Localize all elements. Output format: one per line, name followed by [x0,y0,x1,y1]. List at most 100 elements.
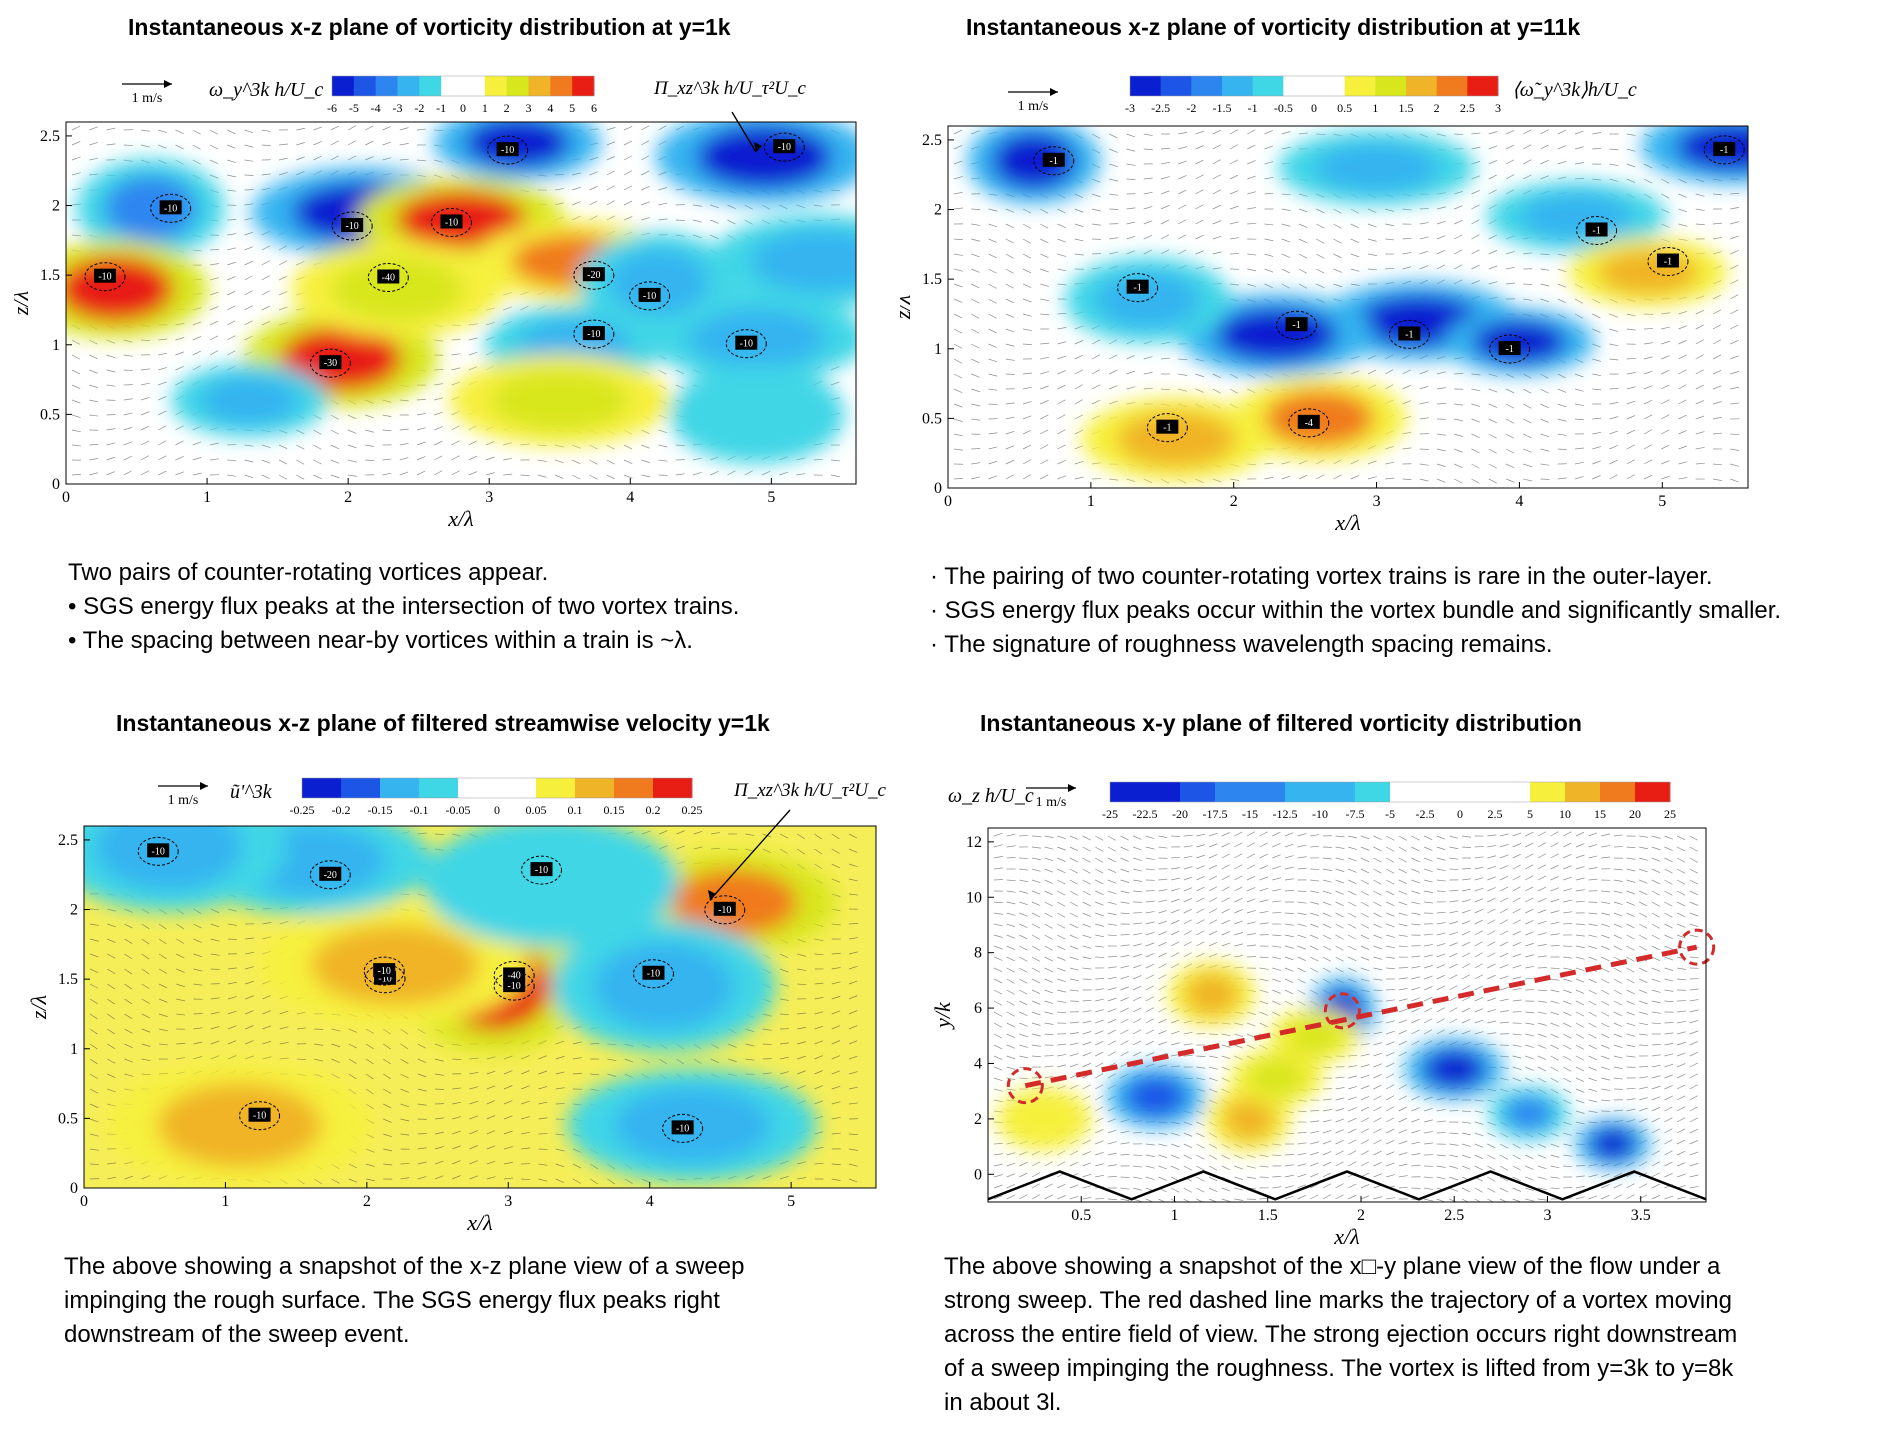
vector-arrow [193,1056,203,1060]
vector-arrow [1512,988,1522,991]
vector-arrow [1221,1044,1231,1048]
vector-arrow [710,204,719,208]
vector-arrow [1367,460,1377,465]
vector-arrow [503,1085,513,1090]
vector-arrow [1091,133,1101,139]
colorbar-tick-label: 2 [1434,101,1440,115]
colorbar-segment [506,76,529,96]
vector-arrow [623,185,633,191]
vector-arrow [1196,930,1205,936]
vector-arrow [1626,1022,1636,1027]
vector-arrow [106,414,116,416]
vector-arrow [1158,952,1167,958]
vector-arrow [1091,253,1102,255]
vector-arrow [227,938,238,940]
vector-arrow [469,1160,478,1165]
vector-arrow [1626,1011,1636,1016]
vector-arrow [175,351,185,356]
vector-arrow [347,125,357,131]
vector-arrow [728,848,738,851]
vector-arrow [278,291,288,296]
vector-arrow [971,448,981,450]
vector-arrow [1563,1033,1572,1039]
vector-arrow [89,1103,99,1108]
vector-arrow [1638,923,1648,929]
panel-3-caption: The above showing a snapshot of the x-z … [64,1250,844,1352]
y-axis-label: z/λ [14,291,33,316]
annotation-arrow-head [708,890,716,900]
colorbar-tick-label: 4 [547,101,553,115]
vector-arrow [1095,988,1105,991]
vector-arrow [434,383,444,386]
vector-arrow [1689,988,1699,991]
vector-arrow [1471,433,1480,438]
vector-arrow [1592,388,1602,391]
vector-arrow [1601,1033,1610,1039]
vector-arrow [279,1057,289,1060]
vector-arrow [538,1163,548,1166]
vector-arrow [971,208,981,210]
vector-arrow [244,246,253,251]
vector-arrow [953,238,963,241]
vector-arrow [572,1178,581,1184]
vector-arrow [1487,844,1497,848]
vector-arrow [1525,1077,1534,1083]
vector-arrow [1588,923,1598,926]
vector-arrow [400,1163,410,1165]
colorbar-tick-label: -3 [393,101,403,115]
vector-arrow [123,441,133,446]
vector-arrow [1461,920,1471,925]
vector-arrow [1069,923,1079,929]
vector-arrow [1712,294,1722,300]
vector-arrow [1069,1032,1079,1035]
vector-arrow [1626,133,1636,136]
vector-arrow [1335,879,1345,884]
vector-arrow [330,125,340,131]
vector-arrow [244,203,254,206]
vector-arrow [953,268,963,272]
vector-arrow [503,1070,513,1075]
vector-arrow [1449,921,1459,925]
vector-arrow [383,1073,392,1080]
vector-arrow [1436,433,1446,436]
y-tick-label: 0 [52,476,60,493]
vector-arrow [1525,897,1534,903]
vector-arrow [1626,857,1636,860]
vector-arrow [1208,1055,1218,1059]
vector-arrow [1040,385,1049,390]
vector-arrow [1588,832,1598,837]
vector-arrow [1247,144,1256,150]
vector-arrow [1398,857,1407,863]
vector-arrow [365,140,374,146]
vector-arrow [1651,868,1661,873]
vector-arrow [658,218,668,221]
vector-arrow [971,462,981,465]
vector-arrow [1411,901,1421,905]
vector-arrow [1601,956,1610,962]
vector-arrow [1474,846,1484,848]
vector-arrow [1423,857,1433,862]
vector-arrow [1158,910,1168,914]
panel-1-caption: Two pairs of counter-rotating vortices a… [68,556,888,658]
vector-arrow [1178,160,1187,165]
vector-arrow [1120,944,1130,947]
vector-arrow [1196,854,1206,859]
vector-arrow [485,472,495,476]
vector-arrow [848,1102,858,1105]
vector-arrow [1091,193,1101,198]
vector-arrow [1557,448,1567,450]
vector-arrow [1005,253,1014,259]
vector-arrow [1487,1032,1497,1035]
vector-arrow [676,830,685,835]
vector-arrow [1158,846,1168,849]
vector-arrow [1695,339,1704,345]
vector-arrow [1499,987,1509,991]
vector-arrow [434,833,445,835]
vector-arrow [1195,219,1204,225]
vector-arrow [1436,463,1446,468]
vector-arrow [1609,416,1619,420]
vector-arrow [1730,371,1739,375]
vector-arrow [1367,268,1377,271]
vector-arrow [1082,868,1091,874]
vector-arrow [813,458,823,461]
